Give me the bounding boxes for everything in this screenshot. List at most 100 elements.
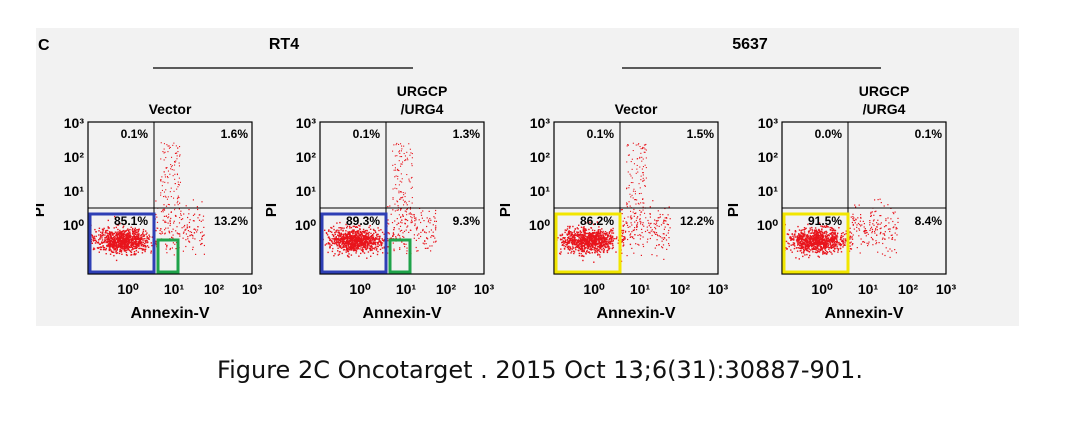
scatter-point [427, 221, 429, 223]
scatter-point [354, 235, 356, 237]
scatter-point [812, 243, 814, 245]
scatter-point [141, 236, 143, 238]
scatter-point [420, 221, 422, 224]
scatter-point [381, 244, 383, 246]
scatter-point [584, 240, 586, 242]
scatter-point [127, 243, 130, 245]
scatter-point [636, 168, 638, 170]
scatter-point [160, 228, 162, 230]
scatter-point [823, 239, 825, 241]
scatter-point [110, 231, 112, 233]
scatter-point [394, 187, 396, 189]
scatter-point [887, 204, 889, 206]
scatter-point [174, 243, 176, 245]
scatter-point [616, 236, 618, 238]
scatter-point [324, 244, 326, 246]
scatter-point [598, 232, 600, 235]
scatter-point [833, 244, 836, 246]
scatter-point [598, 235, 600, 237]
scatter-point [610, 237, 612, 239]
scatter-point [566, 228, 569, 230]
scatter-point [801, 243, 803, 245]
scatter-point [626, 222, 628, 224]
scatter-point [173, 169, 175, 171]
x-tick-label: 10¹ [630, 281, 651, 297]
scatter-point [101, 235, 104, 237]
scatter-point [109, 234, 112, 236]
scatter-point [835, 241, 838, 244]
scatter-point [166, 245, 168, 247]
scatter-point [342, 229, 344, 232]
scatter-point [409, 154, 411, 156]
scatter-point [800, 234, 802, 236]
scatter-point [808, 245, 810, 247]
scatter-point [796, 241, 798, 243]
scatter-point [801, 229, 803, 231]
scatter-point [573, 239, 576, 242]
scatter-point [331, 240, 333, 242]
scatter-point [591, 244, 594, 246]
scatter-point [132, 231, 134, 233]
scatter-point [126, 237, 128, 239]
scatter-point [583, 249, 585, 252]
scatter-point [167, 217, 169, 219]
scatter-point [102, 233, 104, 236]
y-tick-label: 10¹ [530, 183, 551, 199]
scatter-point [349, 238, 351, 240]
scatter-point [821, 247, 823, 249]
scatter-point [667, 232, 669, 234]
scatter-point [405, 243, 407, 245]
scatter-point [579, 242, 581, 245]
scatter-point [409, 212, 411, 214]
scatter-point [114, 241, 117, 243]
scatter-point [807, 231, 810, 233]
scatter-point [415, 246, 417, 249]
scatter-point [825, 245, 828, 247]
scatter-point [822, 251, 824, 254]
scatter-point [574, 238, 576, 240]
scatter-point [201, 242, 203, 245]
scatter-point [860, 217, 862, 219]
scatter-point [339, 221, 341, 224]
scatter-point [565, 239, 567, 241]
scatter-point [124, 239, 126, 241]
scatter-point [856, 224, 858, 226]
scatter-point [629, 243, 632, 246]
scatter-point [376, 253, 379, 256]
scatter-point [821, 239, 824, 241]
scatter-point [813, 241, 815, 244]
scatter-point [135, 253, 137, 255]
scatter-point [582, 235, 584, 238]
scatter-point [379, 240, 382, 242]
scatter-point [589, 252, 591, 254]
scatter-point [119, 248, 121, 251]
scatter-point [94, 239, 97, 241]
scatter-point [852, 224, 854, 226]
scatter-point [644, 148, 646, 150]
scatter-point [868, 241, 870, 243]
scatter-point [367, 247, 369, 249]
scatter-point [396, 155, 398, 157]
scatter-point [397, 169, 399, 171]
scatter-point [138, 240, 140, 242]
scatter-point [817, 242, 819, 244]
scatter-point [402, 215, 404, 217]
scatter-point [183, 226, 185, 228]
scatter-point [586, 246, 589, 248]
scatter-point [804, 245, 806, 248]
scatter-point [104, 249, 106, 251]
scatter-point [144, 245, 147, 247]
scatter-point [404, 219, 406, 221]
scatter-point [664, 217, 666, 219]
scatter-point [364, 245, 366, 248]
scatter-point [132, 239, 134, 241]
scatter-point [172, 228, 174, 230]
scatter-point [381, 231, 384, 234]
scatter-point [663, 228, 665, 230]
scatter-point [168, 213, 170, 215]
scatter-point [146, 232, 148, 234]
scatter-point [93, 236, 95, 239]
scatter-point [174, 178, 176, 180]
scatter-point [400, 165, 402, 167]
scatter-point [359, 237, 361, 240]
